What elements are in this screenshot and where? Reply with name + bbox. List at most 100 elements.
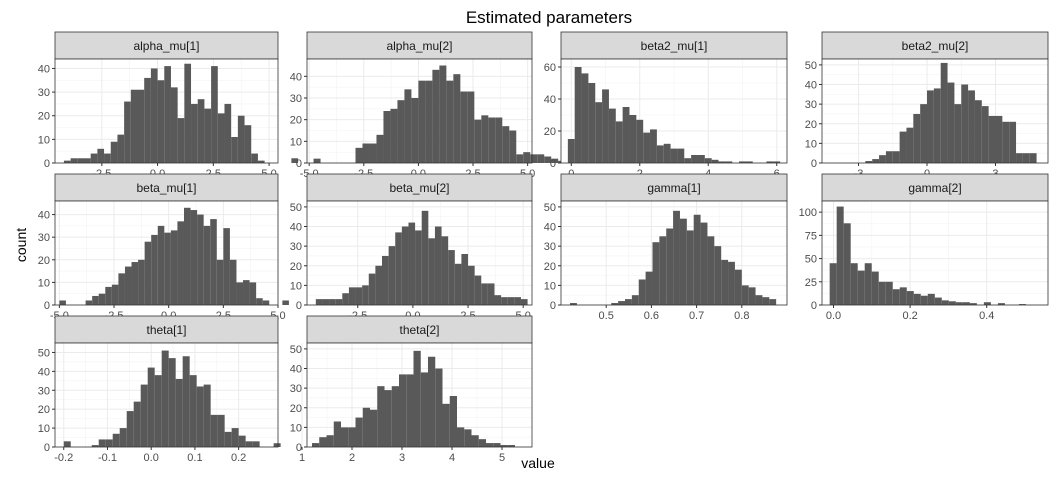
facet-panel: theta[2] 0 10 20 30 40 50 1 2 3 4 5 — [290, 315, 533, 464]
histogram-bar — [111, 284, 119, 305]
y-tick-label: 60 — [544, 62, 556, 74]
histogram-bar — [90, 153, 98, 163]
histogram-bar — [415, 230, 422, 305]
histogram-bar — [941, 300, 949, 305]
x-tick-label: 5 — [499, 452, 505, 464]
histogram-bar — [370, 409, 378, 447]
histogram-bar — [420, 372, 428, 447]
histogram-bar — [567, 139, 575, 163]
y-tick-label: 0 — [296, 158, 302, 170]
histogram-bar — [131, 262, 139, 305]
histogram-bar — [516, 154, 524, 163]
histogram-bar — [238, 435, 246, 447]
histogram-bar — [728, 261, 735, 305]
histogram-bar — [502, 126, 510, 163]
panel-border — [821, 58, 1049, 164]
histogram-bar — [177, 118, 185, 163]
histogram-bar — [355, 147, 363, 163]
histogram-bar — [899, 131, 907, 163]
histogram-bar — [629, 115, 637, 163]
histogram-bar — [481, 283, 488, 305]
histogram-bar — [997, 303, 1005, 305]
x-tick-label: 0.2 — [231, 452, 246, 464]
y-tick-label: 50 — [805, 60, 817, 72]
facet-strip — [306, 315, 533, 344]
histogram-bar — [878, 281, 886, 305]
histogram-bar — [974, 100, 982, 163]
histogram-bar — [342, 293, 349, 305]
panel-border — [560, 58, 788, 164]
histogram-bar — [574, 67, 582, 163]
histogram-bar — [319, 437, 327, 447]
histogram-bar — [391, 386, 399, 447]
histogram-bar — [461, 253, 469, 305]
histogram-bar — [934, 297, 942, 305]
histogram-bar — [203, 384, 211, 447]
panel-border — [306, 342, 533, 448]
histogram-bar — [70, 158, 78, 163]
histogram-bar — [670, 148, 678, 163]
histogram-bar — [652, 242, 660, 305]
histogram-bar — [216, 259, 224, 305]
histogram-bar — [968, 90, 975, 163]
histogram-bar — [362, 285, 369, 305]
histogram-bar — [468, 265, 475, 305]
histogram-bar — [388, 246, 396, 305]
histogram-bar — [130, 89, 138, 163]
histogram-bar — [474, 275, 482, 305]
y-tick-label: 0 — [550, 300, 556, 312]
y-tick-label: 10 — [290, 280, 302, 292]
histogram-bar — [954, 104, 962, 163]
histogram-bar — [551, 158, 559, 163]
histogram-bar — [857, 270, 865, 305]
histogram-bar — [355, 417, 363, 447]
histogram-bar — [196, 386, 204, 447]
histogram-bar — [449, 395, 457, 447]
histogram-bar — [110, 141, 118, 163]
histogram-bar — [650, 129, 657, 163]
histogram-bar — [183, 207, 191, 305]
y-tick-label: 20 — [38, 404, 50, 416]
facet-strip-label: theta[1] — [146, 323, 186, 337]
histogram-bar — [376, 134, 384, 163]
histogram-bar — [487, 283, 495, 305]
histogram-bar — [244, 125, 252, 163]
histogram-bar — [892, 151, 900, 163]
histogram-bar — [377, 386, 385, 447]
histogram-bar — [243, 280, 250, 305]
histogram-bar — [236, 282, 244, 305]
histogram-bar — [217, 113, 225, 163]
histogram-bar — [615, 121, 623, 163]
histogram-bar — [231, 428, 239, 447]
histogram-bar — [920, 295, 928, 305]
facet-panel: gamma[1] 0 10 20 30 40 50 0.5 0.6 0.7 0.8 — [544, 173, 788, 322]
histogram-bar — [920, 104, 928, 163]
histogram-bar — [622, 107, 630, 163]
histogram-bar — [631, 295, 639, 305]
facet-panels: alpha_mu[1]010203040-2.50.02.55.0alpha_m… — [38, 31, 1049, 464]
histogram-bar — [940, 62, 948, 163]
histogram-bar — [643, 132, 651, 163]
x-tick-label: 4 — [449, 452, 455, 464]
histogram-bar — [217, 414, 225, 447]
y-tick-label: 40 — [38, 210, 50, 222]
y-tick-label: 30 — [38, 385, 50, 397]
histogram-bar — [92, 295, 99, 305]
histogram-bar — [769, 299, 777, 305]
histogram-bar — [885, 281, 893, 305]
histogram-bar — [697, 155, 705, 163]
histogram-bar — [150, 68, 158, 163]
histogram-bar — [588, 83, 596, 163]
histogram-bar — [454, 263, 462, 305]
histogram-bar — [126, 411, 134, 447]
facet-strip-label: gamma[2] — [908, 181, 961, 195]
histogram-bar — [333, 421, 341, 447]
histogram-bar — [486, 443, 494, 447]
histogram-bar — [739, 161, 746, 163]
histogram-bar — [1029, 153, 1037, 163]
panel-border — [306, 200, 533, 306]
histogram-bar — [397, 100, 405, 163]
histogram-bar — [570, 303, 577, 305]
histogram-bar — [341, 427, 349, 447]
y-tick-label: 50 — [290, 202, 302, 214]
